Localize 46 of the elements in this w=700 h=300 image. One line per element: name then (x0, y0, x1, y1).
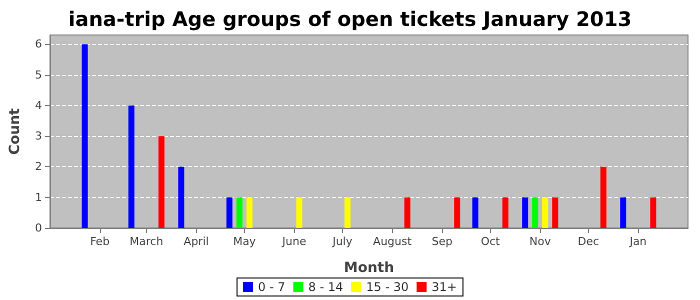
bar (552, 197, 558, 228)
x-axis-title: Month (344, 260, 394, 276)
y-tick-label: 3 (35, 130, 42, 143)
bar (650, 197, 656, 228)
legend-label: 0 - 7 (258, 280, 286, 294)
chart-title: iana-trip Age groups of open tickets January 2013 (68, 7, 632, 31)
y-tick-label: 5 (35, 68, 42, 82)
bar (246, 197, 252, 228)
bar (344, 197, 350, 228)
x-tick-label: Dec (578, 235, 600, 248)
bar (600, 166, 606, 228)
bar (128, 105, 134, 228)
y-tick-label: 0 (35, 222, 42, 234)
y-axis-title: Count (7, 108, 23, 155)
legend-label: 15 - 30 (366, 280, 409, 294)
bar (296, 197, 302, 228)
y-tick-label: 1 (35, 190, 42, 204)
bar (158, 136, 164, 228)
x-tick-label: May (233, 235, 256, 248)
bar (502, 197, 508, 228)
bar (226, 197, 232, 228)
x-tick-label: Nov (529, 235, 552, 248)
x-tick-label: July (332, 235, 353, 248)
y-tick-label: 2 (35, 160, 42, 174)
y-tick-label: 4 (35, 98, 42, 112)
bar (472, 197, 478, 228)
legend-label: 31+ (432, 280, 457, 294)
x-tick-label: June (281, 235, 306, 248)
bar (178, 166, 184, 228)
bar (454, 197, 460, 228)
y-tick-label: 6 (35, 38, 42, 51)
bar (404, 197, 410, 228)
bar (82, 44, 88, 228)
x-tick-label: August (373, 235, 412, 248)
x-tick-label: Oct (480, 235, 501, 248)
x-tick-label: March (130, 235, 164, 248)
bar (522, 197, 528, 228)
bar (542, 197, 548, 228)
bar (236, 197, 242, 228)
x-tick-label: April (184, 235, 209, 248)
bar (620, 197, 626, 228)
x-tick-label: Jan (628, 235, 647, 248)
x-tick-label: Sep (432, 235, 453, 248)
bar (532, 197, 538, 228)
x-tick-label: Feb (90, 235, 110, 248)
legend-label: 8 - 14 (308, 280, 344, 294)
